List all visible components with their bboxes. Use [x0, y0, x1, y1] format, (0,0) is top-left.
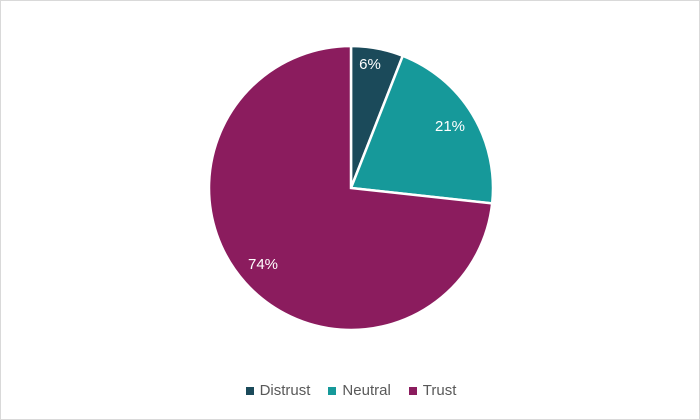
legend-item-neutral: Neutral — [328, 382, 391, 399]
data-label: 21% — [435, 118, 465, 135]
legend-label: Trust — [422, 382, 457, 399]
legend-label: Distrust — [259, 382, 311, 399]
pie-slice-neutral — [349, 54, 495, 205]
data-label: 6% — [359, 56, 381, 73]
legend-item-trust: Trust — [408, 382, 457, 399]
legend-item-distrust: Distrust — [245, 382, 311, 399]
legend-label: Neutral — [342, 382, 391, 399]
legend: Distrust Neutral Trust — [1, 382, 699, 399]
legend-swatch — [328, 386, 337, 395]
pie-slice-trust — [207, 44, 494, 332]
legend-swatch — [245, 386, 254, 395]
data-label: 74% — [248, 256, 278, 273]
legend-swatch — [408, 386, 417, 395]
